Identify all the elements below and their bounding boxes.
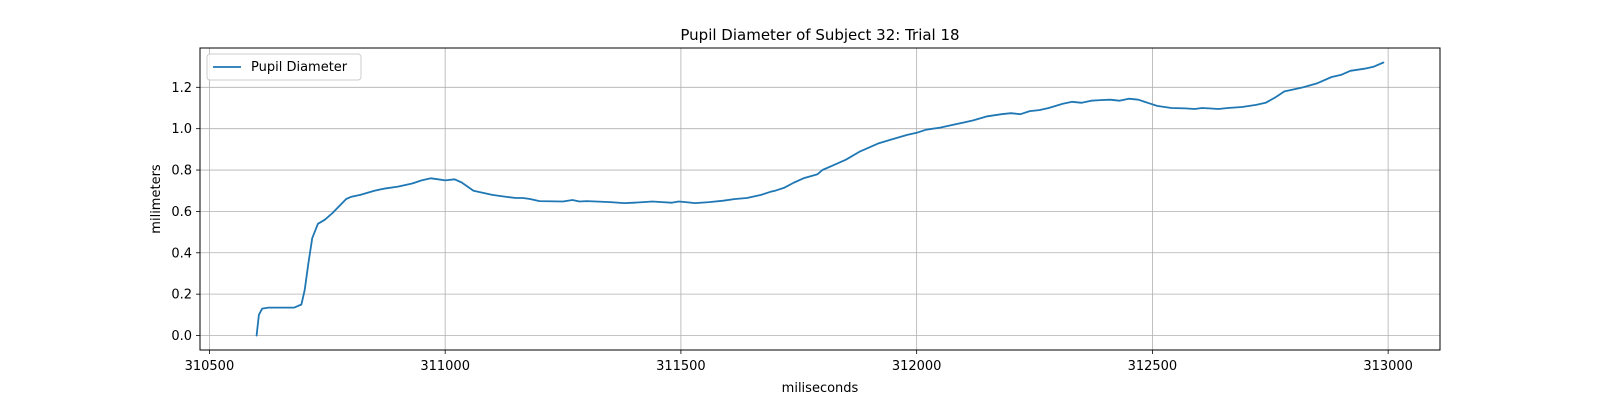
x-axis-label: miliseconds: [782, 381, 859, 396]
legend-label: Pupil Diameter: [251, 60, 348, 75]
x-tick-label: 313000: [1363, 359, 1413, 374]
legend-box: [206, 53, 362, 81]
x-tick-label: 312000: [892, 359, 942, 374]
y-tick-label: 0.0: [171, 329, 192, 344]
x-tick-label: 312500: [1128, 359, 1178, 374]
series-line-pupil-diameter: [255, 61, 1385, 337]
legend: Pupil Diameter: [206, 53, 362, 81]
line-layer: [255, 61, 1385, 337]
chart-title: Pupil Diameter of Subject 32: Trial 18: [680, 26, 959, 44]
x-tick-label: 311500: [656, 359, 706, 374]
y-axis-label: milimeters: [149, 164, 164, 234]
x-tick-label: 310500: [185, 359, 235, 374]
y-tick-label: 0.4: [171, 246, 192, 261]
y-tick-label: 0.8: [171, 164, 192, 179]
axes-frame: [199, 47, 1441, 351]
y-tick-label: 1.0: [171, 122, 192, 137]
y-tick-label: 0.6: [171, 205, 192, 220]
y-tick-label: 0.2: [171, 288, 192, 303]
y-tick-label: 1.2: [171, 81, 192, 96]
grid-layer: [200, 48, 1440, 350]
x-tick-label: 311000: [420, 359, 470, 374]
tick-layer: 310500 311000 311500 312000 312500 313000 0.0 0…: [171, 81, 1413, 374]
